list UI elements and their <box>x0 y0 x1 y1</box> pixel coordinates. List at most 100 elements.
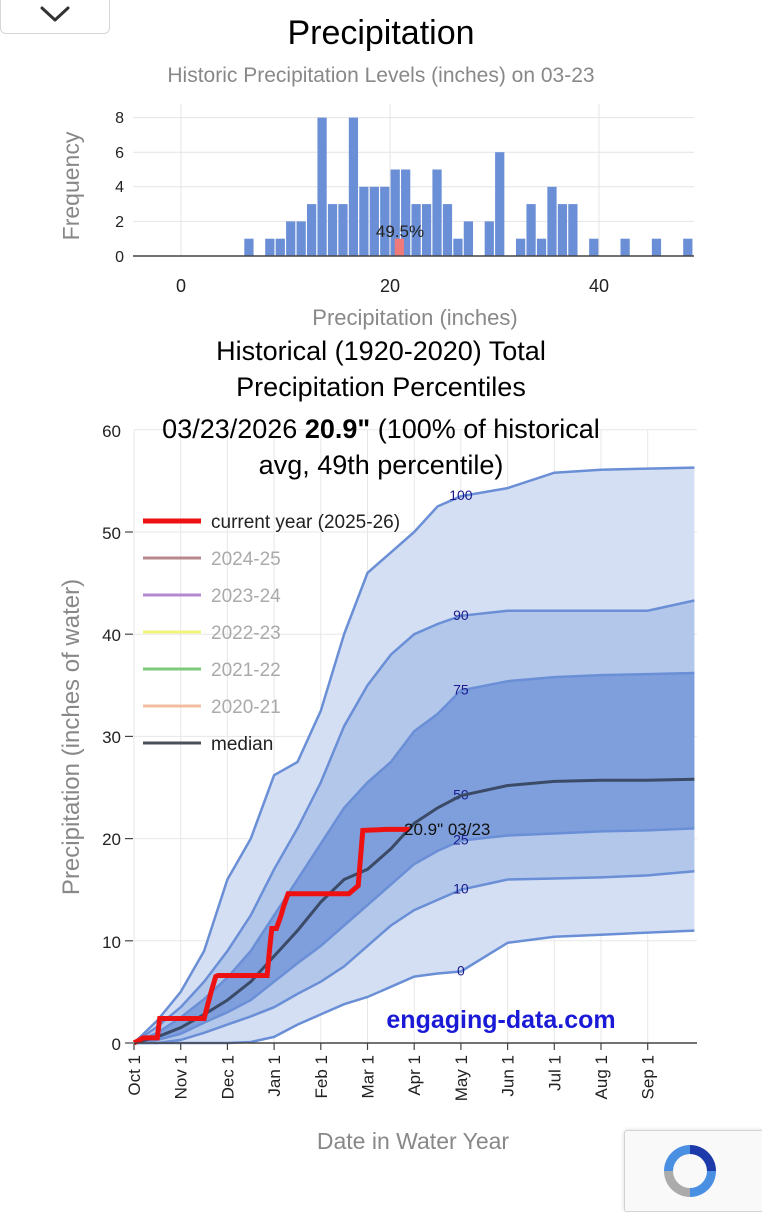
pct-xtick-1: Nov 1 <box>172 1055 191 1099</box>
histogram-bar-27 <box>557 204 568 256</box>
histogram-bar-18 <box>442 204 453 256</box>
percentile-label-100: 100 <box>449 487 473 503</box>
histogram-bar-16 <box>421 204 432 256</box>
histogram-y-ticks: 0 2 4 6 8 <box>115 110 124 266</box>
pct-ytick-30: 30 <box>102 728 121 747</box>
percentile-title-line2: Precipitation Percentiles <box>236 372 526 402</box>
percentile-label-75: 75 <box>453 681 469 697</box>
histogram-bar-6 <box>317 117 327 256</box>
legend-item-0[interactable]: current year (2025-26) <box>143 512 400 533</box>
histogram-bar-0 <box>244 238 254 256</box>
histogram-x-ticks: 0 20 40 <box>176 276 609 296</box>
histogram-bar-3 <box>286 221 296 256</box>
collapse-button[interactable] <box>0 0 110 34</box>
histogram-highlight-bar <box>394 238 405 256</box>
histogram-percentile-label: 49.5% <box>376 222 424 241</box>
percentile-label-10: 10 <box>453 881 469 897</box>
pct-xtick-4: Feb 1 <box>312 1055 331 1098</box>
percentile-line-25 <box>133 827 695 1045</box>
histogram-bar-11 <box>369 186 379 256</box>
hist-ytick-4: 4 <box>115 179 124 196</box>
current-year-line <box>132 826 410 1046</box>
hist-ytick-0: 0 <box>115 249 124 266</box>
legend-item-1[interactable]: 2024-25 <box>143 549 281 570</box>
pct-ytick-0: 0 <box>112 1035 121 1054</box>
histogram-bar-10 <box>359 186 369 256</box>
legend-item-5[interactable]: 2020-21 <box>143 697 281 718</box>
hist-xtick-40: 40 <box>589 276 609 296</box>
histogram-bar-32 <box>683 238 693 256</box>
histogram-bar-30 <box>620 238 630 256</box>
legend-label-1: 2024-25 <box>211 549 281 570</box>
histogram-bar-8 <box>338 204 348 256</box>
percentile-title-line1: Historical (1920-2020) Total <box>216 336 546 366</box>
histogram-bar-12 <box>380 186 390 256</box>
legend-label-3: 2022-23 <box>211 623 281 644</box>
pct-xtick-10: Aug 1 <box>592 1055 611 1099</box>
pct-xtick-0: Oct 1 <box>125 1055 144 1096</box>
histogram-bar-25 <box>536 238 547 256</box>
hist-ytick-6: 6 <box>115 145 124 162</box>
hist-ytick-8: 8 <box>115 110 124 127</box>
percentile-line-10 <box>134 870 695 1045</box>
hist-xtick-0: 0 <box>176 276 186 296</box>
pct-xtick-3: Jan 1 <box>265 1055 284 1097</box>
legend-item-4[interactable]: 2021-22 <box>143 660 281 681</box>
histogram-bar-22 <box>495 152 505 256</box>
pct-xtick-6: Apr 1 <box>405 1055 424 1096</box>
histogram-x-label: Precipitation (inches) <box>312 305 517 330</box>
histogram-bar-31 <box>651 238 662 256</box>
watermark: engaging-data.com <box>386 1006 615 1034</box>
pct-ytick-60: 60 <box>102 422 121 441</box>
chevron-down-icon <box>40 6 70 22</box>
legend-item-6[interactable]: median <box>143 734 273 755</box>
histogram-bar-20 <box>463 221 473 256</box>
legend-label-4: 2021-22 <box>211 660 281 681</box>
pct-xtick-8: Jun 1 <box>499 1055 518 1097</box>
histogram-bar-21 <box>484 221 494 256</box>
legend-item-2[interactable]: 2023-24 <box>143 586 281 607</box>
percentile-label-25: 25 <box>453 832 469 848</box>
legend-label-5: 2020-21 <box>211 697 281 718</box>
percentile-label-0: 0 <box>457 962 465 978</box>
legend-item-3[interactable]: 2022-23 <box>143 623 281 644</box>
legend-label-2: 2023-24 <box>211 586 281 607</box>
percentile-subtitle-line1: 03/23/2026 20.9" (100% of historical <box>162 414 600 444</box>
current-value-label: 20.9" 03/23 <box>404 820 490 839</box>
histogram-bar-2 <box>275 238 285 256</box>
histogram-bar-17 <box>432 169 442 256</box>
subtitle-value: 20.9" <box>305 414 370 444</box>
histogram-bar-14 <box>401 169 411 256</box>
recaptcha-badge[interactable] <box>624 1130 762 1212</box>
percentile-y-tick-marks <box>125 531 133 1044</box>
percentile-subtitle-line2: avg, 49th percentile) <box>259 450 504 480</box>
histogram-bar-28 <box>568 204 578 256</box>
legend-label-6: median <box>211 734 273 755</box>
percentile-x-label: Date in Water Year <box>317 1128 510 1154</box>
legend-label-0: current year (2025-26) <box>211 512 400 533</box>
pct-xtick-5: Mar 1 <box>359 1055 378 1098</box>
pct-xtick-2: Dec 1 <box>218 1055 237 1099</box>
percentile-line-90 <box>133 599 695 1045</box>
histogram-bar-29 <box>589 238 599 256</box>
percentile-legend: current year (2025-26) 2024-25 2023-24 2022… <box>143 512 400 755</box>
pct-ytick-20: 20 <box>102 830 121 849</box>
histogram-y-label: Frequency <box>58 131 84 240</box>
percentile-label-90: 90 <box>453 607 469 623</box>
histogram-bar-1 <box>265 238 275 256</box>
histogram-bar-23 <box>516 238 526 256</box>
pct-ytick-50: 50 <box>102 524 121 543</box>
recaptcha-icon <box>664 1145 716 1197</box>
pct-ytick-10: 10 <box>102 933 121 952</box>
histogram-subtitle: Historic Precipitation Levels (inches) o… <box>167 64 594 87</box>
histogram-title: Precipitation <box>287 14 474 52</box>
pct-xtick-7: May 1 <box>452 1055 471 1101</box>
pct-xtick-11: Sep 1 <box>639 1055 658 1099</box>
band-25-75 <box>134 673 695 1043</box>
hist-ytick-2: 2 <box>115 214 124 231</box>
subtitle-date: 03/23/2026 <box>162 414 297 444</box>
pct-xtick-9: Jul 1 <box>545 1055 564 1091</box>
pct-ytick-40: 40 <box>102 626 121 645</box>
histogram-bar-19 <box>453 238 463 256</box>
histogram-bars <box>244 117 693 256</box>
